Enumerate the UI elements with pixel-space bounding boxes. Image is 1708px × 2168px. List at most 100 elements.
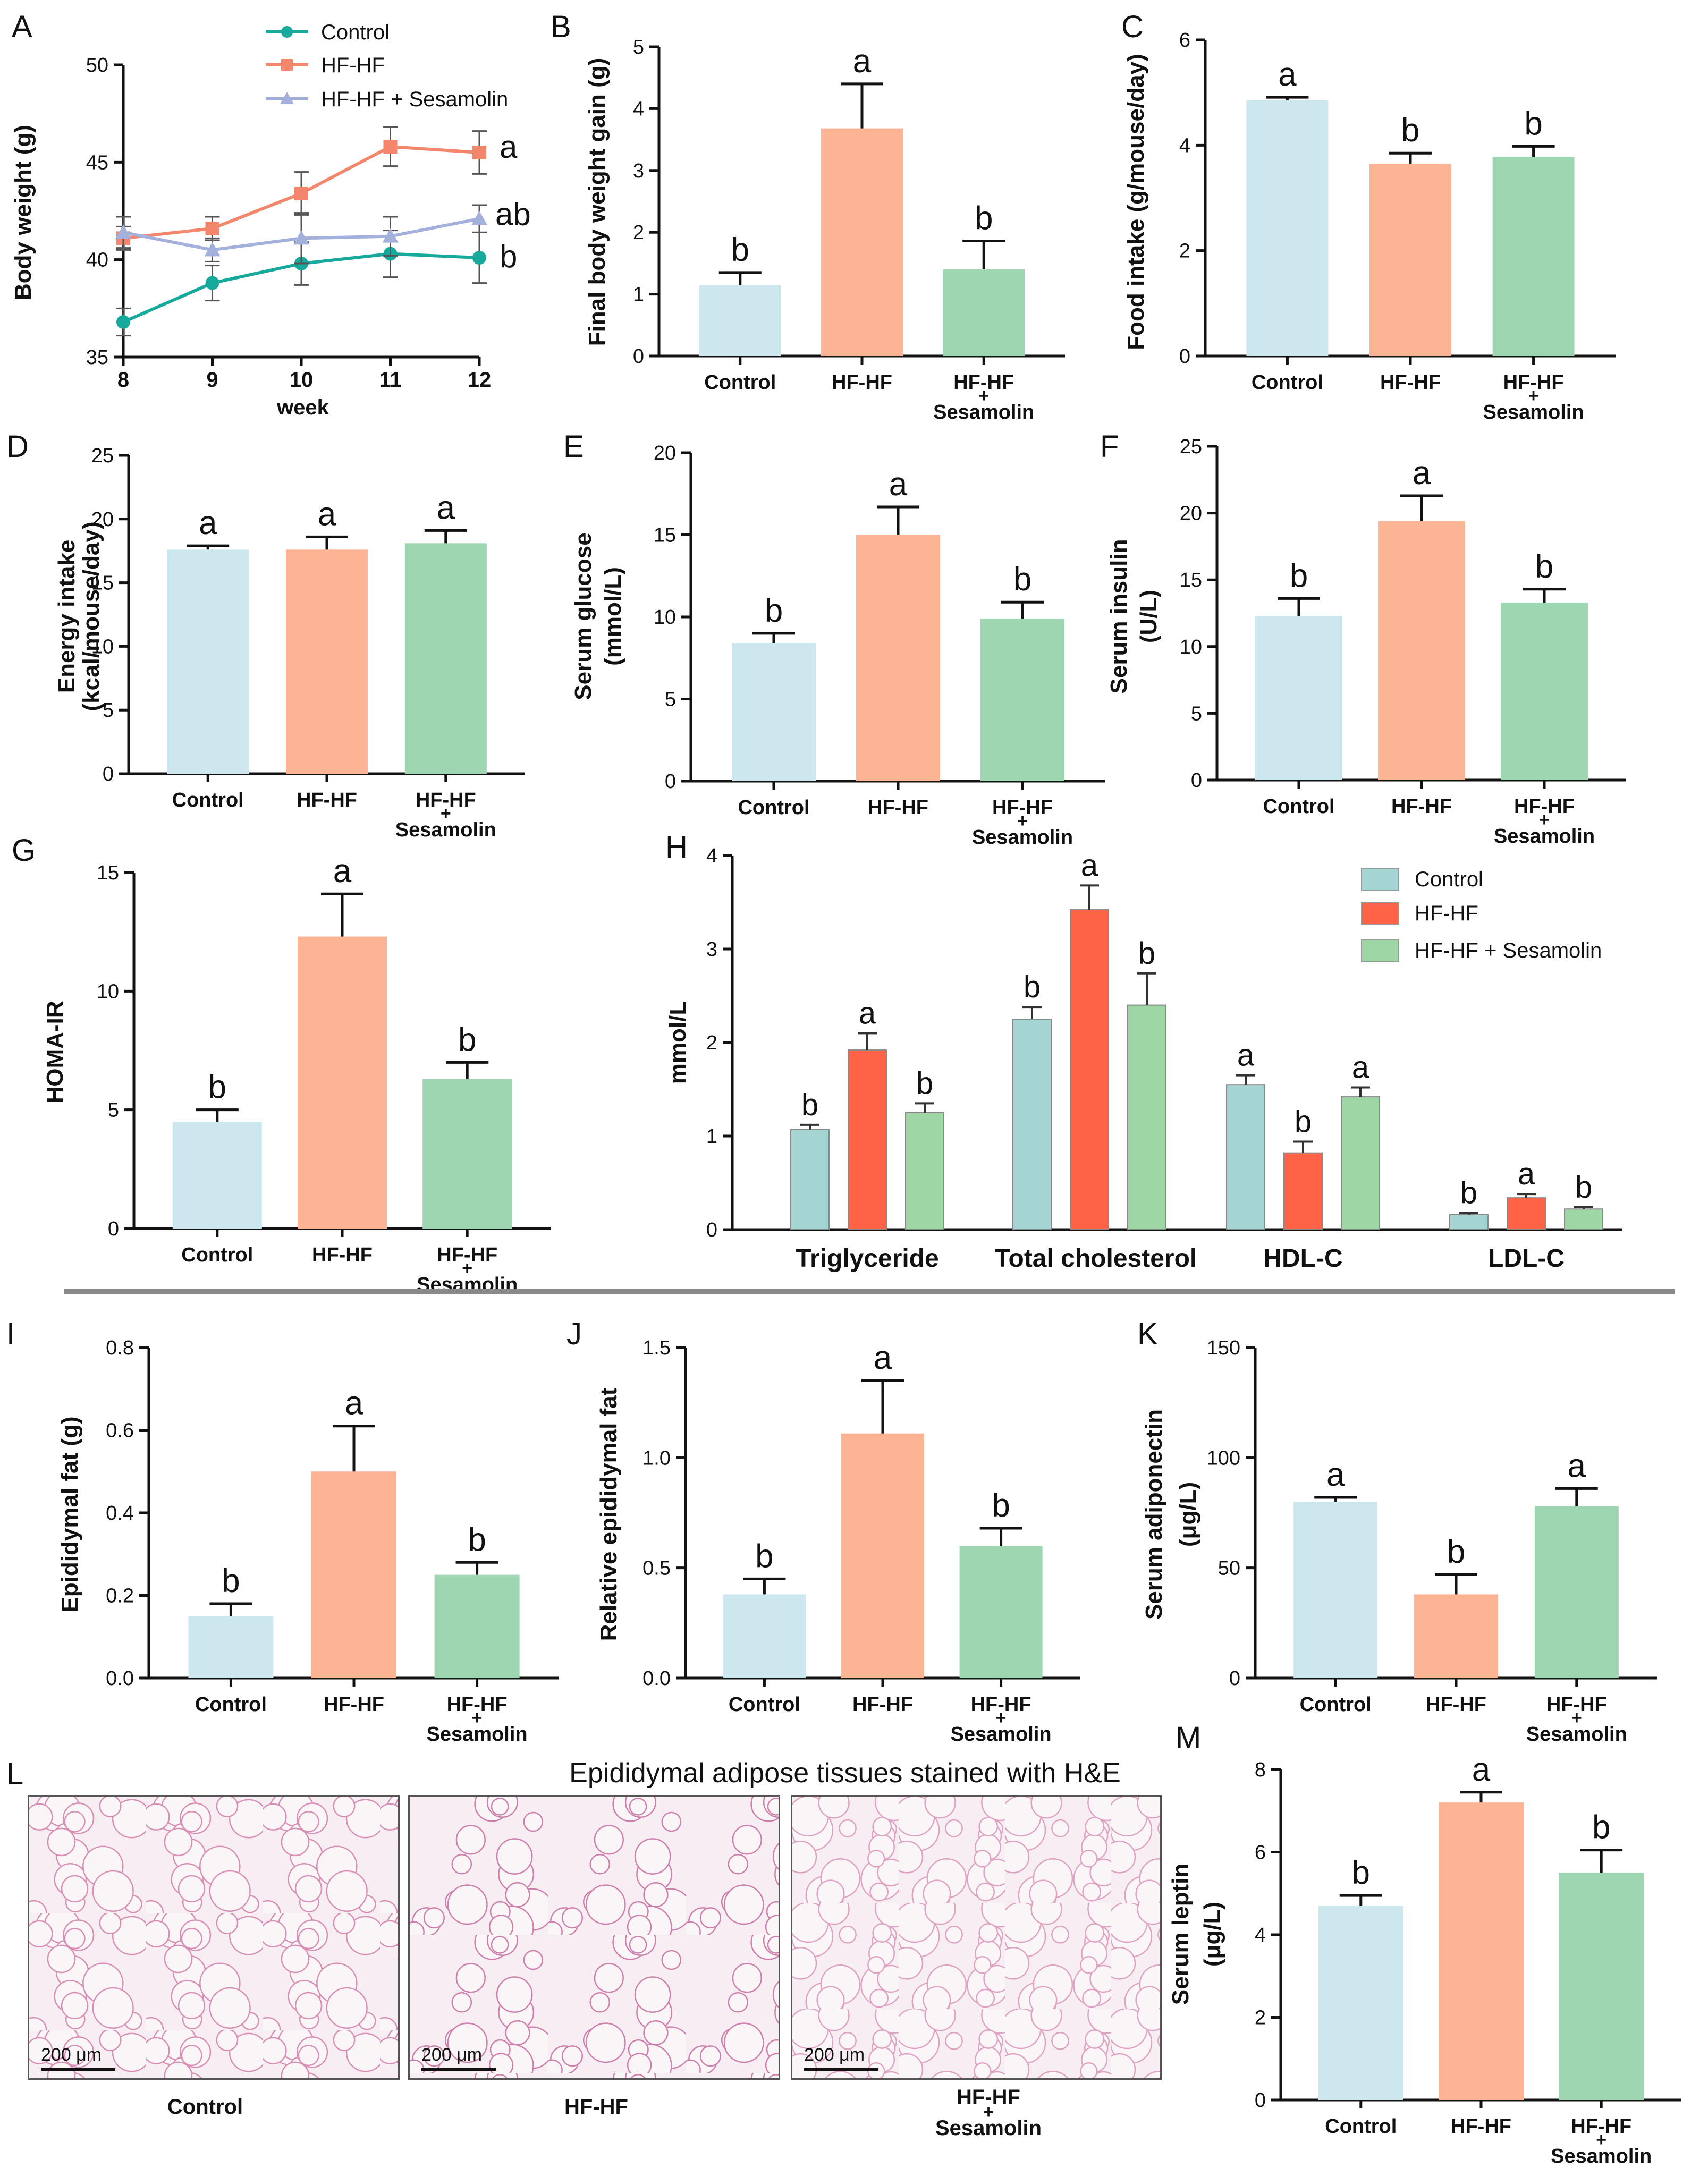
bar xyxy=(1449,1214,1489,1231)
bar xyxy=(286,549,368,774)
significance-label: b xyxy=(1447,1534,1465,1570)
x-tick-label: HF-HF xyxy=(832,371,892,394)
panel-letter: I xyxy=(6,1317,15,1351)
bar xyxy=(434,1574,520,1678)
bar xyxy=(1012,1019,1052,1230)
x-tick-label: HF-HF xyxy=(437,1244,497,1266)
x-tick-label: HF-HF xyxy=(868,797,928,819)
x-tick-label: 8 xyxy=(117,368,129,392)
bar xyxy=(1501,602,1588,780)
significance-label: b xyxy=(222,1563,240,1599)
y-axis-label: Body weight (g) xyxy=(10,125,36,300)
x-tick-label: + xyxy=(1017,811,1028,831)
bar xyxy=(1293,1502,1378,1678)
y-tick-label: 3 xyxy=(633,160,644,182)
x-tick-label: + xyxy=(1596,2130,1606,2150)
x-tick-label: HF-HF xyxy=(1426,1693,1486,1716)
bar xyxy=(723,1594,806,1678)
panel-letter: L xyxy=(6,1757,23,1791)
bar xyxy=(404,543,487,774)
x-tick-label: + xyxy=(441,803,451,824)
image-caption: HF-HF xyxy=(564,2095,628,2119)
bar xyxy=(1070,909,1109,1230)
bar xyxy=(1226,1084,1265,1230)
y-tick-label: 2 xyxy=(1179,240,1190,262)
bar xyxy=(1318,1906,1403,2100)
y-tick-label: 15 xyxy=(91,572,114,595)
x-tick-label: 11 xyxy=(379,368,401,392)
x-tick-label: HF-HF xyxy=(1391,795,1452,818)
y-tick-label: 0 xyxy=(633,345,644,368)
x-tick-label: HF-HF xyxy=(1451,2115,1511,2138)
y-tick-label: 5 xyxy=(633,36,644,58)
significance-label: a xyxy=(318,496,336,532)
y-tick-label: 0 xyxy=(1191,769,1202,792)
legend-marker xyxy=(281,59,293,71)
y-tick-label: 25 xyxy=(91,445,114,467)
legend-swatch xyxy=(1361,939,1399,962)
legend-label: HF-HF xyxy=(321,54,385,77)
y-axis-label: (mmol/L) xyxy=(600,567,626,666)
legend-marker xyxy=(281,26,293,38)
x-tick-label: Control xyxy=(1300,1693,1372,1716)
x-tick-label: 12 xyxy=(468,368,492,392)
y-tick-label: 5 xyxy=(103,699,114,722)
x-tick-label: Sesamolin xyxy=(395,819,496,841)
panel-letter: E xyxy=(563,429,584,464)
data-point xyxy=(115,224,131,239)
x-tick-label: Sesamolin xyxy=(1494,825,1595,848)
bar xyxy=(1255,616,1342,780)
he-image-hfhf: 200 μm xyxy=(408,1795,780,2080)
bar xyxy=(1564,1208,1603,1231)
x-tick-label: HF-HF xyxy=(992,797,1053,819)
significance-label: a xyxy=(1237,1038,1255,1073)
legend-marker xyxy=(280,92,294,104)
y-tick-label: 0.4 xyxy=(106,1502,134,1525)
adipocyte-texture xyxy=(792,1797,1160,2078)
significance-label: b xyxy=(1290,557,1308,594)
y-tick-label: 15 xyxy=(97,862,119,884)
bar xyxy=(1507,1197,1546,1230)
x-tick-label: HF-HF xyxy=(1380,371,1441,394)
bar xyxy=(1127,1004,1166,1230)
significance-label: a xyxy=(874,1340,892,1376)
he-image-sesamolin: 200 μm xyxy=(791,1795,1162,2080)
adipocyte-texture xyxy=(410,1797,779,2078)
x-tick-label: HF-HF xyxy=(1571,2115,1631,2138)
legend-label: HF-HF + Sesamolin xyxy=(321,88,508,111)
x-tick-label: HF-HF xyxy=(852,1693,913,1716)
data-point xyxy=(471,210,487,225)
y-tick-label: 0.5 xyxy=(642,1557,671,1580)
x-tick-label: HF-HF xyxy=(447,1693,508,1716)
y-tick-label: 0 xyxy=(1229,1667,1240,1690)
scale-bar xyxy=(804,2068,878,2071)
x-tick-label: Sesamolin xyxy=(1483,401,1584,424)
y-tick-label: 0 xyxy=(108,1218,119,1240)
significance-label: b xyxy=(1401,112,1419,149)
x-tick-label: HF-HF xyxy=(1546,1693,1607,1716)
significance-label: a xyxy=(1568,1447,1586,1484)
x-tick-label: HF-HF xyxy=(416,789,476,811)
y-tick-label: 2 xyxy=(706,1032,717,1054)
bar xyxy=(943,269,1025,356)
y-axis-label: Serum glucose xyxy=(570,532,596,700)
panel-letter: B xyxy=(551,10,571,44)
panel-letter: H xyxy=(665,830,688,865)
y-tick-label: 35 xyxy=(86,346,108,369)
panel-letter: M xyxy=(1176,1721,1201,1755)
image-caption: Sesamolin xyxy=(935,2116,1042,2140)
x-tick-label: Control xyxy=(1252,371,1323,394)
data-point xyxy=(294,187,308,200)
y-tick-label: 0.0 xyxy=(106,1667,134,1690)
y-axis-label: Epididymal fat (g) xyxy=(57,1416,83,1612)
x-tick-label: Total cholesterol xyxy=(995,1244,1197,1273)
y-tick-label: 0.6 xyxy=(106,1420,134,1442)
y-tick-label: 15 xyxy=(654,524,676,547)
bar xyxy=(1414,1594,1498,1678)
y-tick-label: 45 xyxy=(86,151,108,174)
panel-letter: G xyxy=(12,833,36,868)
x-tick-label: Control xyxy=(172,789,244,811)
x-tick-label: + xyxy=(462,1258,472,1278)
panel-letter: D xyxy=(6,429,29,464)
